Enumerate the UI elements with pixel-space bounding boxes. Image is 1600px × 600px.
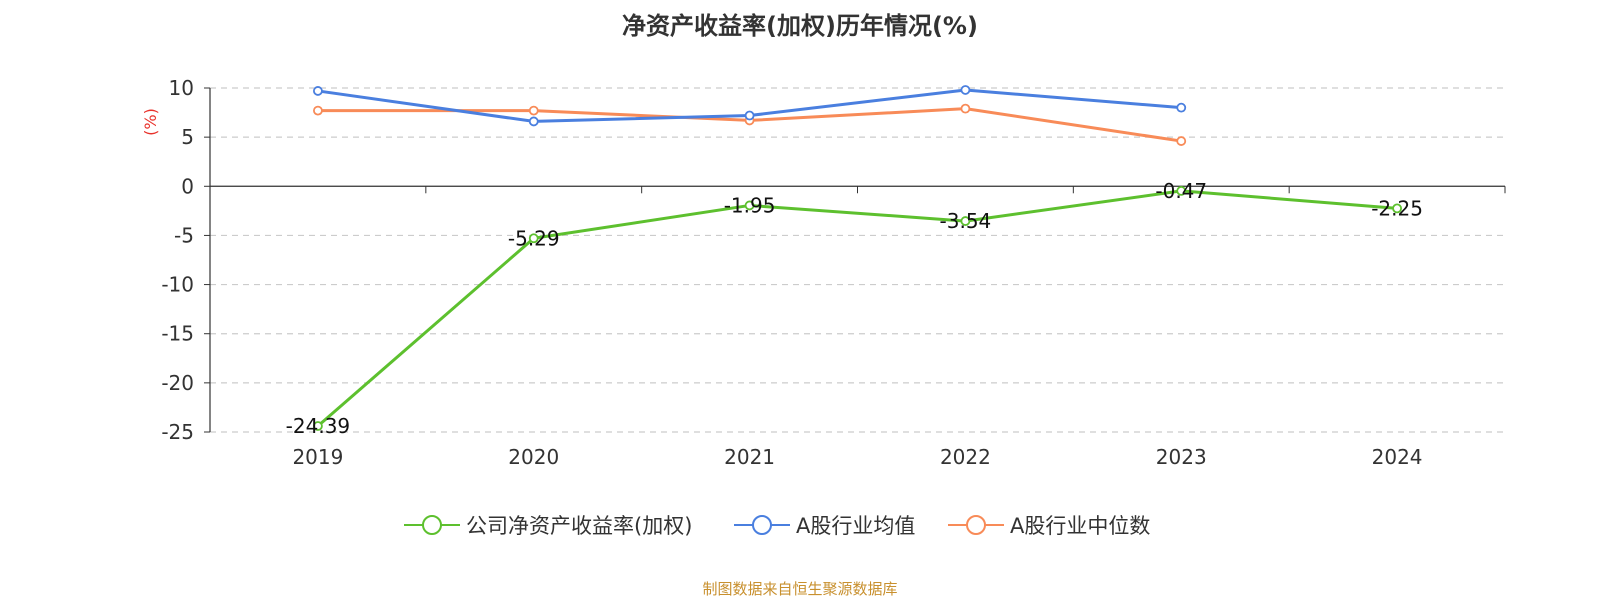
x-tick-label: 2023 — [1156, 445, 1207, 469]
x-tick-label: 2020 — [508, 445, 559, 469]
data-point — [744, 200, 755, 211]
data-point — [1176, 102, 1187, 113]
y-tick-label: -10 — [161, 273, 194, 297]
data-point — [1392, 203, 1402, 214]
data-point — [528, 233, 539, 244]
data-point — [744, 110, 755, 121]
legend-marker — [966, 515, 986, 535]
data-point — [313, 105, 323, 116]
legend-label: A股行业均值 — [796, 514, 915, 538]
data-label: -3.54 — [940, 209, 992, 233]
y-tick-label: -25 — [161, 420, 194, 444]
data-label: -24.39 — [286, 414, 350, 438]
x-tick-label: 2022 — [940, 445, 991, 469]
x-tick-label: 2021 — [724, 445, 775, 469]
y-tick-label: -5 — [174, 223, 194, 247]
data-label: -1.95 — [724, 193, 776, 217]
legend: 公司净资产收益率(加权) A股行业均值 A股行业中位数 — [404, 514, 1150, 538]
y-tick-label: 10 — [169, 76, 194, 100]
y-axis-label: (%) — [141, 108, 160, 136]
x-tick-label: 2024 — [1372, 445, 1423, 469]
legend-label: 公司净资产收益率(加权) — [466, 514, 692, 538]
legend-marker — [752, 515, 772, 535]
y-tick-label: 5 — [181, 125, 194, 149]
data-point — [528, 105, 539, 116]
y-tick-label: 0 — [181, 174, 194, 198]
x-tick-label: 2019 — [292, 445, 343, 469]
data-labels: -24.39 -5.29 -1.95 -3.54 -0.47 -2.25 — [286, 179, 1423, 438]
data-point — [960, 103, 971, 114]
data-label: -2.25 — [1371, 196, 1423, 220]
data-point — [960, 85, 971, 95]
series-line — [316, 189, 1398, 428]
series-lines — [313, 85, 1402, 431]
grid-lines — [210, 87, 1505, 433]
legend-marker — [422, 515, 442, 535]
data-point — [313, 421, 323, 431]
data-label: -0.47 — [1155, 179, 1207, 203]
chart-title: 净资产收益率(加权)历年情况(%) — [622, 12, 978, 40]
data-point — [313, 86, 323, 96]
data-point — [528, 116, 539, 127]
source-note: 制图数据来自恒生聚源数据库 — [702, 580, 898, 598]
data-point — [1176, 136, 1187, 146]
data-point — [960, 216, 971, 226]
axes: 10 5 0 -5 -10 -15 -20 -25 2019 2020 2021 2022 2023 20… — [141, 76, 1506, 469]
data-point — [1176, 186, 1187, 196]
y-tick-label: -15 — [161, 322, 194, 346]
legend-label: A股行业中位数 — [1010, 514, 1150, 538]
y-tick-label: -20 — [161, 371, 194, 395]
data-label: -5.29 — [508, 226, 560, 250]
